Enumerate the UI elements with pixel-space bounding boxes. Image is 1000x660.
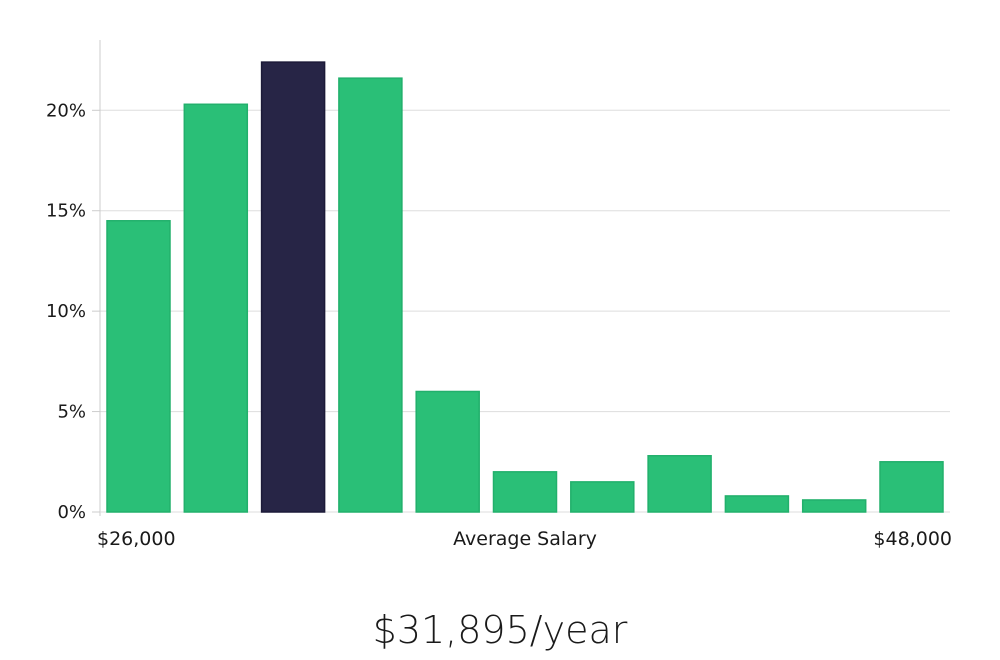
bar [879,461,944,513]
bar [106,220,171,513]
bar [647,455,712,513]
salary-histogram: 0% 5% 10% 15% 20% [46,40,950,523]
bar [801,499,867,513]
x-axis-title: Average Salary [453,528,597,550]
y-tick-label: 10% [46,301,86,322]
y-tick-label: 0% [57,502,86,523]
bar [570,481,635,513]
y-tick-label: 15% [46,201,86,222]
bar [492,471,558,513]
bar [338,77,403,513]
y-tick-label: 5% [57,402,86,423]
bar [415,390,480,513]
y-tick-label: 20% [46,100,86,121]
average-salary-value: $31,895/year [372,608,628,652]
bar [183,103,249,513]
x-max-label: $48,000 [873,528,952,550]
bar [260,61,326,513]
bar [724,495,790,513]
x-min-label: $26,000 [97,528,176,550]
